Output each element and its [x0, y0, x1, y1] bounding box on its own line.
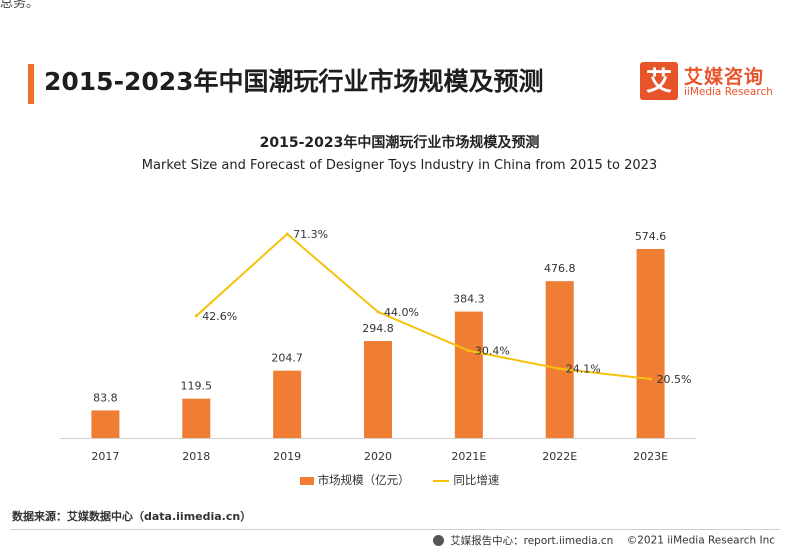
legend-label-market-size: 市场规模（亿元）: [317, 473, 410, 487]
x-tick-label: 2019: [273, 450, 301, 463]
brand-logo-block: 艾 艾媒咨询 iiMedia Research: [640, 60, 775, 104]
bar-value-label: 204.7: [271, 352, 303, 365]
x-tick-label: 2021E: [451, 450, 486, 463]
chart-legend: 市场规模（亿元） 同比增速: [0, 472, 799, 488]
x-tick-label: 2018: [182, 450, 210, 463]
growth-value-label: 42.6%: [202, 310, 237, 323]
x-tick-label: 2022E: [542, 450, 577, 463]
chart-title: 2015-2023年中国潮玩行业市场规模及预测: [259, 135, 540, 151]
footer-divider: [10, 529, 780, 530]
growth-rate-line: [195, 232, 651, 380]
growth-point: [285, 232, 289, 236]
growth-point: [467, 349, 471, 353]
bar-2017: [91, 410, 120, 438]
copyright-text: ©2021 iiMedia Research Inc: [626, 534, 775, 547]
chart-subtitle: Market Size and Forecast of Designer Toy…: [141, 158, 658, 173]
legend-bar-swatch: [299, 476, 314, 485]
report-center-icon: [432, 535, 444, 546]
svg-text:艾: 艾: [646, 67, 672, 97]
brand-name-cn: 艾媒咨询: [684, 66, 765, 88]
legend-label-growth: 同比增速: [453, 473, 500, 487]
legend-line-swatch: [433, 479, 450, 482]
growth-point: [649, 377, 653, 381]
x-tick-label: 2023E: [633, 450, 668, 463]
top-text-fragment: 总务。: [0, 0, 40, 11]
growth-point: [194, 314, 198, 318]
footer-credits: 艾媒报告中心：report.iimedia.cn ©2021 iiMedia R…: [432, 533, 775, 548]
bar-value-label: 384.3: [453, 293, 485, 306]
bar-2019: [273, 370, 302, 438]
bar-value-label: 294.8: [362, 322, 394, 335]
bar-value-label: 83.8: [93, 391, 118, 404]
growth-value-label: 24.1%: [566, 363, 601, 376]
bar-2023e: [636, 249, 665, 438]
brand-name-en: iiMedia Research: [684, 86, 773, 98]
bar-value-label: 119.5: [181, 380, 213, 393]
bar-value-label: 476.8: [544, 262, 576, 275]
bar-value-label: 574.6: [635, 230, 667, 243]
iimedia-logo-icon: 艾: [640, 62, 678, 100]
x-tick-label: 2017: [91, 450, 119, 463]
bar-2022e: [545, 281, 574, 438]
bar-2021e: [454, 311, 483, 438]
growth-value-label: 30.4%: [475, 345, 510, 358]
legend-item-growth: 同比增速: [433, 472, 499, 488]
x-tick-label: 2020: [364, 450, 392, 463]
report-center-link[interactable]: 艾媒报告中心：report.iimedia.cn: [450, 535, 614, 547]
growth-point: [558, 367, 562, 371]
title-accent-bar: [28, 64, 34, 104]
growth-point: [376, 310, 380, 314]
growth-value-label: 44.0%: [384, 306, 419, 319]
growth-value-label: 71.3%: [293, 228, 328, 241]
legend-item-market-size: 市场规模（亿元）: [299, 472, 410, 488]
bar-2018: [182, 398, 211, 438]
page-title: 2015-2023年中国潮玩行业市场规模及预测: [44, 67, 544, 96]
growth-value-label: 20.5%: [657, 373, 692, 386]
data-source: 数据来源：艾媒数据中心（data.iimedia.cn）: [12, 510, 252, 523]
bar-2020: [364, 341, 392, 438]
